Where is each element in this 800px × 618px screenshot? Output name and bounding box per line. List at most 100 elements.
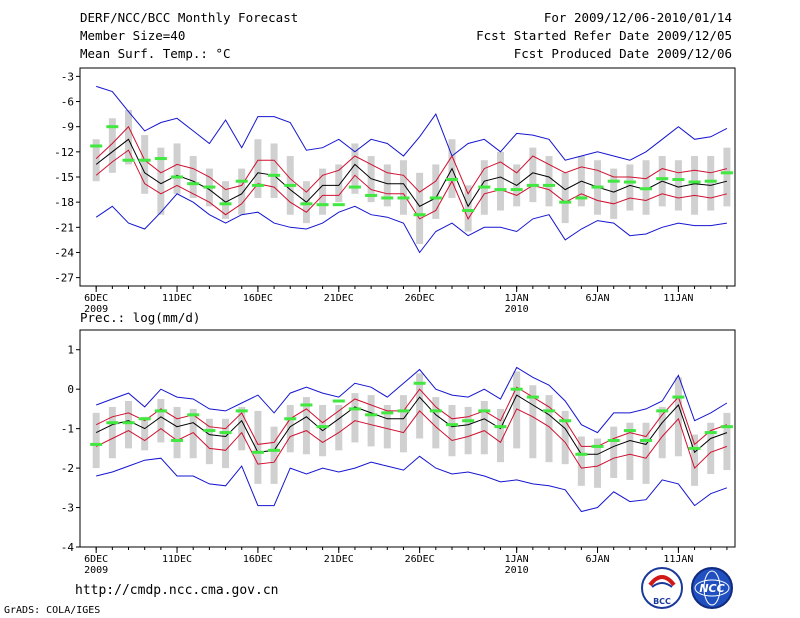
spread-lower-line xyxy=(95,408,728,470)
spread-box xyxy=(270,426,278,484)
spread-box xyxy=(189,156,197,198)
median-mark xyxy=(510,188,523,192)
spread-box xyxy=(610,426,618,478)
y-tick-label: -12 xyxy=(54,146,74,159)
spread-box xyxy=(691,156,699,215)
spread-box xyxy=(141,135,149,194)
spread-box xyxy=(92,412,100,469)
median-mark xyxy=(413,213,426,217)
median-mark xyxy=(365,413,378,417)
y-tick-label: 0 xyxy=(67,383,74,396)
spread-box xyxy=(545,395,553,463)
spread-box xyxy=(189,408,197,459)
spread-box xyxy=(286,404,294,453)
median-mark xyxy=(348,185,361,189)
median-mark xyxy=(720,171,733,175)
x-tick-label: 11JAN xyxy=(663,293,693,304)
median-mark xyxy=(640,187,653,191)
y-tick-label: -18 xyxy=(54,196,74,209)
spread-box xyxy=(464,406,472,455)
spread-box xyxy=(125,109,133,165)
median-mark xyxy=(575,196,588,200)
median-mark xyxy=(688,180,701,184)
chart-title: DERF/NCC/BCC Monthly Forecast xyxy=(80,10,299,25)
median-mark xyxy=(268,173,281,177)
median-mark xyxy=(332,203,345,207)
spread-box xyxy=(270,143,278,198)
median-mark xyxy=(688,446,701,450)
envelope-max-line xyxy=(96,366,728,434)
spread-box xyxy=(254,139,262,198)
spread-box xyxy=(432,164,440,219)
median-mark xyxy=(478,185,491,189)
member-size: Member Size=40 xyxy=(80,28,186,43)
x-tick-label: 16DEC xyxy=(243,293,273,304)
median-mark xyxy=(510,387,523,391)
median-mark xyxy=(591,185,604,189)
median-mark xyxy=(526,183,539,187)
y-tick-label: -3 xyxy=(61,70,74,83)
median-mark xyxy=(219,431,232,435)
median-mark xyxy=(543,183,556,187)
median-mark xyxy=(268,448,281,452)
spread-box xyxy=(319,168,327,215)
median-mark xyxy=(316,203,329,207)
spread-box xyxy=(157,147,165,215)
median-mark xyxy=(138,417,151,421)
y-tick-label: 1 xyxy=(67,344,74,357)
spread-upper-line xyxy=(95,125,728,195)
median-mark xyxy=(203,185,216,189)
median-mark xyxy=(462,209,475,213)
median-mark xyxy=(445,423,458,427)
median-mark xyxy=(656,409,669,413)
x-tick-label: 16DEC xyxy=(243,554,273,565)
spread-box xyxy=(658,406,666,459)
median-mark xyxy=(494,425,507,429)
x-tick-label: 1JAN xyxy=(505,554,529,565)
spread-box xyxy=(383,404,391,449)
median-mark xyxy=(154,157,167,161)
spread-box xyxy=(723,147,731,207)
x-tick-label: 1JAN xyxy=(505,293,529,304)
y-tick-label: -15 xyxy=(54,171,74,184)
spread-box xyxy=(561,172,569,224)
spread-box xyxy=(432,397,440,449)
median-mark xyxy=(478,409,491,413)
median-mark xyxy=(543,409,556,413)
y-tick-label: -27 xyxy=(54,272,74,285)
x-tick-year-label: 2010 xyxy=(505,565,529,576)
spread-box xyxy=(157,399,165,443)
median-mark xyxy=(365,193,378,197)
y-tick-label: -2 xyxy=(61,462,74,475)
median-mark xyxy=(316,425,329,429)
spread-box xyxy=(205,418,213,465)
median-mark xyxy=(381,411,394,415)
bcc-logo-text: BCC xyxy=(653,597,671,606)
median-mark xyxy=(591,444,604,448)
fcst-produced-date: Fcst Produced Date 2009/12/06 xyxy=(513,46,732,61)
x-tick-label: 6DEC xyxy=(84,293,108,304)
median-mark xyxy=(138,158,151,162)
median-mark xyxy=(251,183,264,187)
ensemble-mean-line xyxy=(95,138,728,208)
spread-box xyxy=(222,418,230,469)
spread-box xyxy=(594,438,602,488)
median-mark xyxy=(445,178,458,182)
median-mark xyxy=(300,403,313,407)
y-tick-label: -21 xyxy=(54,221,74,234)
spread-box xyxy=(399,395,407,453)
median-mark xyxy=(171,175,184,179)
agency-logos: BCC NCC xyxy=(641,567,733,609)
median-mark xyxy=(284,417,297,421)
median-mark xyxy=(607,438,620,442)
spread-box xyxy=(367,395,375,447)
x-tick-label: 21DEC xyxy=(324,293,354,304)
spread-box xyxy=(545,156,553,207)
spread-box xyxy=(496,151,504,211)
median-mark xyxy=(187,413,200,417)
footer-url[interactable]: http://cmdp.ncc.cma.gov.cn xyxy=(75,583,279,598)
median-mark xyxy=(559,419,572,423)
spread-box xyxy=(335,164,343,203)
